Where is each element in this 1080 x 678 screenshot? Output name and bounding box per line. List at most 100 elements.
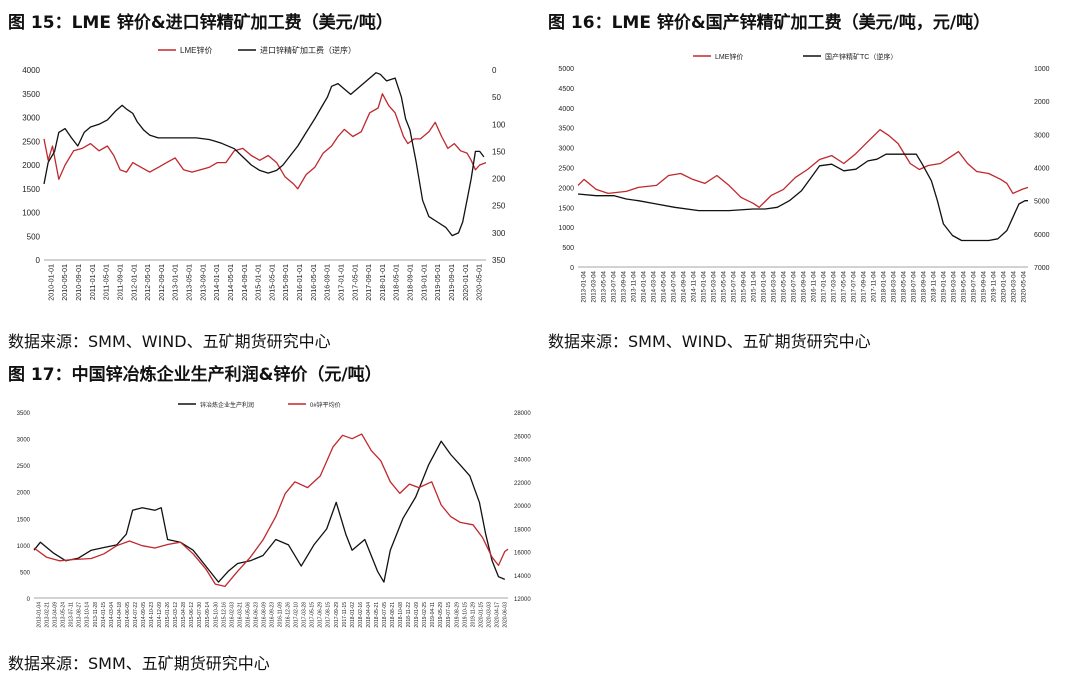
- x-tick-label: 2014-06-05: [125, 602, 131, 628]
- legend-label: 锌冶炼企业生产利润: [200, 401, 254, 409]
- x-tick-group: 2020-01-04: [1001, 270, 1008, 302]
- y-right-tick-label: 350: [492, 256, 506, 265]
- x-tick-label: 2012-01-01: [129, 264, 138, 301]
- x-tick-group: 2015-03-12: [173, 602, 179, 628]
- x-tick-label: 2015-03-04: [711, 270, 718, 302]
- x-tick-group: 2018-02-16: [358, 602, 364, 628]
- x-tick-label: 2011-05-01: [102, 264, 111, 300]
- x-tick-label: 2014-01-04: [641, 270, 648, 302]
- y-right-tick-label: 200: [492, 175, 506, 184]
- x-tick-group: 2010-09-01: [74, 264, 83, 301]
- x-tick-group: 2016-02-03: [229, 602, 235, 628]
- x-tick-group: 2016-06-23: [253, 602, 259, 628]
- figure-17-source: 数据来源：SMM、五矿期货研究中心: [8, 654, 270, 673]
- y-left-tick-label: 1000: [558, 225, 574, 232]
- y-right-tick-label: 22000: [514, 481, 531, 487]
- y-right-tick-label: 5000: [1034, 199, 1050, 206]
- x-tick-group: 2019-11-29: [470, 602, 476, 627]
- x-tick-group: 2019-05-04: [961, 270, 968, 302]
- x-tick-label: 2015-11-04: [751, 270, 758, 302]
- x-tick-label: 2013-05-04: [601, 270, 608, 302]
- x-tick-group: 2014-01-15: [101, 602, 107, 628]
- x-tick-group: 2015-09-14: [205, 602, 211, 628]
- x-tick-label: 2019-02-25: [422, 602, 428, 628]
- x-tick-group: 2015-05-04: [721, 270, 728, 302]
- x-tick-label: 2019-07-15: [446, 602, 452, 628]
- x-tick-group: 2015-04-28: [181, 602, 187, 628]
- x-tick-group: 2014-10-23: [149, 602, 155, 628]
- x-tick-label: 2013-01-04: [37, 602, 43, 628]
- x-tick-label: 2015-07-04: [731, 270, 738, 302]
- x-tick-group: 2020-03-04: [1011, 270, 1018, 302]
- x-tick-label: 2017-11-15: [342, 602, 348, 627]
- y-right-tick-label: 100: [492, 120, 506, 129]
- x-tick-group: 2013-09-04: [621, 270, 628, 302]
- x-tick-group: 2014-05-01: [226, 264, 235, 301]
- x-tick-label: 2013-11-04: [631, 270, 638, 302]
- x-tick-group: 2011-05-01: [102, 264, 111, 300]
- x-tick-label: 2012-05-01: [143, 264, 152, 301]
- x-tick-group: 2020-01-01: [461, 264, 470, 301]
- x-tick-group: 2019-08-29: [454, 602, 460, 628]
- x-tick-label: 2015-12-16: [221, 602, 227, 628]
- y-left-tick-label: 1000: [17, 544, 31, 550]
- y-left-tick-label: 500: [27, 232, 41, 241]
- y-right-tick-label: 16000: [514, 551, 531, 557]
- x-tick-group: 2018-01-02: [350, 602, 356, 628]
- x-tick-group: 2016-01-01: [295, 264, 304, 301]
- figure-16-svg: 0 500 1000 1500 2000 2500 3000 3500 4000 4500 5000…: [558, 52, 1050, 303]
- figure-16-chart: 0 500 1000 1500 2000 2500 3000 3500 4000 4500 5000…: [548, 38, 1073, 318]
- x-tick-label: 2018-02-16: [358, 602, 364, 628]
- x-tick-group: 2016-05-04: [781, 270, 788, 302]
- x-tick-label: 2016-11-04: [811, 270, 818, 302]
- x-tick-label: 2019-11-04: [991, 270, 998, 302]
- x-tick-group: 2015-01-04: [701, 270, 708, 302]
- x-tick-label: 2017-03-04: [831, 270, 838, 302]
- y-left-tick-label: 4000: [558, 106, 574, 113]
- x-tick-group: 2015-07-04: [731, 270, 738, 302]
- x-tick-label: 2014-09-04: [681, 270, 688, 302]
- x-tick-group: 2017-06-29: [318, 602, 324, 628]
- x-tick-label: 2017-09-01: [364, 264, 373, 301]
- x-tick-group: 2017-09-29: [334, 602, 340, 628]
- x-tick-group: 2019-02-25: [422, 602, 428, 628]
- x-tick-label: 2014-04-18: [117, 602, 123, 628]
- figure-15-source: 数据来源：SMM、WIND、五矿期货研究中心: [8, 332, 331, 351]
- x-tick-label: 2019-11-29: [470, 602, 476, 627]
- x-tick-group: 2013-08-27: [77, 602, 83, 628]
- x-tick-label: 2019-03-04: [951, 270, 958, 302]
- x-tick-label: 2013-05-24: [61, 602, 67, 628]
- x-tick-label: 2016-09-04: [801, 270, 808, 302]
- x-tick-group: 2013-09-01: [198, 264, 207, 301]
- y-left-tick-label: 5000: [558, 66, 574, 73]
- x-tick-label: 2016-02-03: [229, 602, 235, 628]
- x-tick-label: 2015-03-12: [173, 602, 179, 628]
- x-tick-label: 2015-05-01: [267, 264, 276, 301]
- x-tick-label: 2017-05-04: [841, 270, 848, 302]
- x-tick-label: 2019-07-04: [971, 270, 978, 302]
- x-tick-group: 2017-01-04: [821, 270, 828, 302]
- x-tick-group: 2016-03-04: [771, 270, 778, 302]
- x-tick-label: 2020-06-03: [502, 602, 508, 628]
- x-tick-group: 2020-05-01: [475, 264, 484, 301]
- x-tick-label: 2014-01-15: [101, 602, 107, 628]
- x-tick-label: 2013-07-04: [611, 270, 618, 302]
- y-right-tick-label: 28000: [514, 411, 531, 417]
- x-tick-label: 2014-11-04: [691, 270, 698, 302]
- x-tick-label: 2015-07-30: [197, 602, 203, 628]
- y-right-tick-label: 14000: [514, 574, 531, 580]
- x-tick-group: 2012-05-01: [143, 264, 152, 301]
- x-tick-label: 2012-09-01: [157, 264, 166, 301]
- x-tick-label: 2020-01-15: [478, 602, 484, 628]
- y-left-tick-label: 2000: [17, 491, 31, 497]
- x-tick-label: 2016-09-23: [270, 602, 276, 628]
- y-left-tick-label: 1500: [22, 185, 40, 194]
- x-tick-group: 2013-03-04: [591, 270, 598, 302]
- x-tick-label: 2019-01-01: [419, 264, 428, 301]
- x-tick-label: 2015-09-14: [205, 602, 211, 628]
- x-tick-label: 2018-09-01: [406, 264, 415, 301]
- x-tick-label: 2015-10-30: [213, 602, 219, 628]
- series-line-1: [33, 433, 509, 588]
- x-tick-label: 2015-06-12: [189, 602, 195, 628]
- x-tick-group: 2020-06-03: [502, 602, 508, 628]
